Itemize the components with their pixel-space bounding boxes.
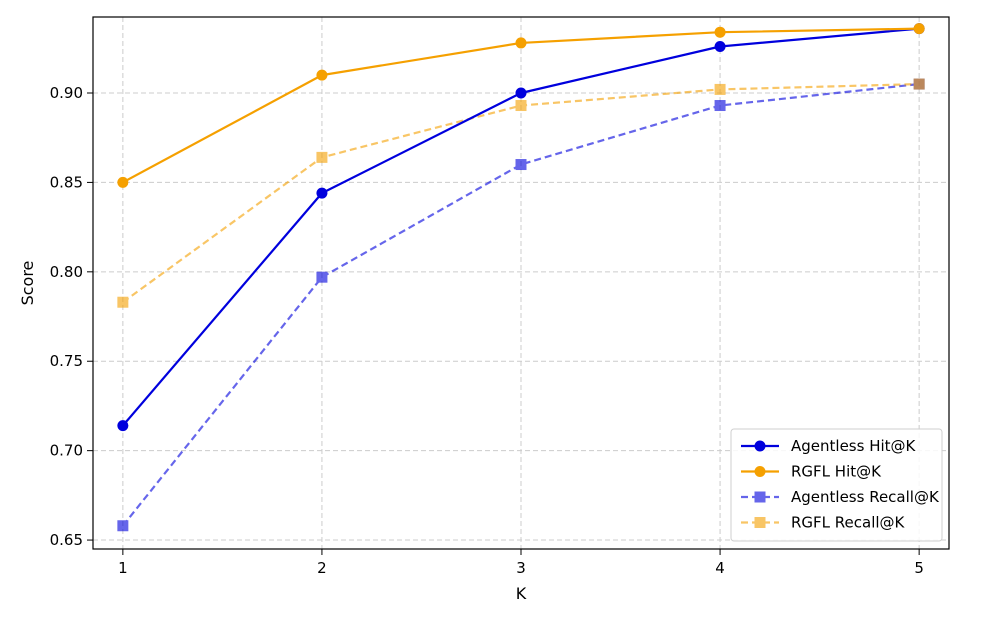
series-rgfl-hit-k <box>117 23 925 188</box>
data-point <box>316 69 328 81</box>
y-tick-label: 0.65 <box>50 531 83 549</box>
data-point <box>913 78 925 90</box>
legend-item <box>741 466 779 477</box>
legend-item <box>741 517 779 528</box>
data-point <box>117 296 129 308</box>
legend-box <box>730 428 943 542</box>
legend-item <box>741 491 779 503</box>
data-point <box>515 37 527 49</box>
legend-label: RGFL Hit@K <box>791 463 882 481</box>
data-point <box>515 159 527 171</box>
x-axis-label: K <box>516 584 527 603</box>
data-point <box>117 176 129 188</box>
legend-swatch-marker <box>754 440 766 452</box>
legend-label: Agentless Hit@K <box>791 437 917 455</box>
legend-label: RGFL Recall@K <box>791 514 906 532</box>
y-tick-label: 0.75 <box>50 352 83 370</box>
legend: Agentless Hit@K RGFL Hit@K Agentless Recal… <box>730 428 943 542</box>
x-tick-label: 4 <box>715 559 725 577</box>
x-tick-label: 1 <box>118 559 128 577</box>
x-tick-label: 3 <box>516 559 526 577</box>
legend-swatch-marker <box>754 517 766 528</box>
data-point <box>714 83 726 95</box>
legend-swatch-marker <box>754 466 766 477</box>
axis-ticks: 1 2 3 4 5 0.65 0.70 0.75 0.80 0.85 0.90 <box>50 84 924 577</box>
data-point <box>515 100 527 112</box>
x-tick-label: 5 <box>914 559 924 577</box>
y-tick-label: 0.85 <box>50 173 83 191</box>
legend-swatch-marker <box>754 491 766 503</box>
legend-item <box>741 440 779 452</box>
data-point <box>117 420 129 432</box>
data-point <box>714 26 726 38</box>
data-point <box>316 151 328 163</box>
x-tick-label: 2 <box>317 559 327 577</box>
plot-series <box>117 23 925 532</box>
data-point <box>316 271 328 283</box>
y-tick-label: 0.70 <box>50 442 83 460</box>
series-line <box>122 82 920 527</box>
data-point <box>117 520 129 532</box>
series-rgfl-recall-k <box>117 78 925 308</box>
data-point <box>714 41 726 53</box>
y-tick-label: 0.90 <box>50 84 83 102</box>
data-point <box>316 187 328 199</box>
y-tick-label: 0.80 <box>50 263 83 281</box>
data-point <box>515 87 527 99</box>
legend-label: Agentless Recall@K <box>791 488 940 506</box>
y-axis-label: Score <box>18 261 37 306</box>
data-point <box>714 100 726 112</box>
data-point <box>913 23 925 35</box>
